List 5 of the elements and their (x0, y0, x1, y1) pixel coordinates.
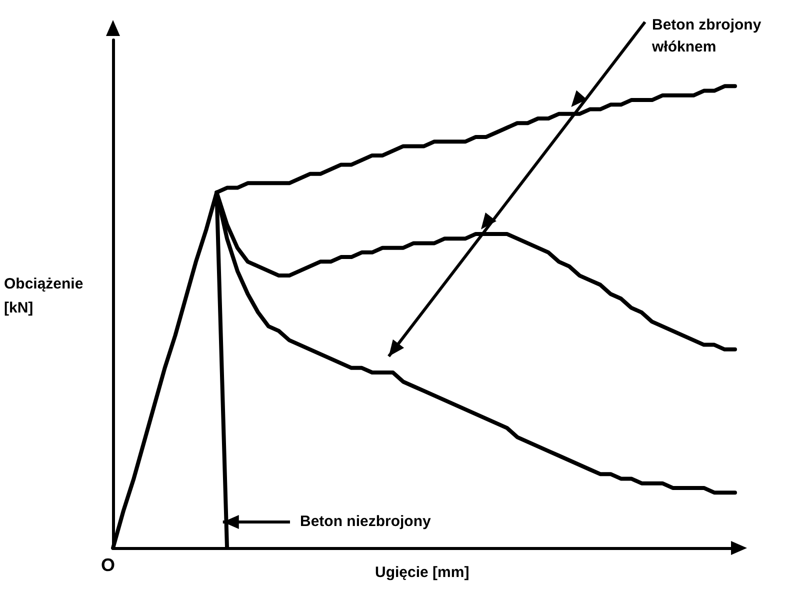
text: Beton zbrojony włóknem (651, 16, 766, 56)
x-axis-title: Ugięcie [mm] (375, 564, 470, 581)
y-axis-title: Obciążenie [kN] (4, 276, 88, 316)
annotation: Beton niezbrojony (300, 513, 432, 530)
text: O (101, 555, 116, 575)
